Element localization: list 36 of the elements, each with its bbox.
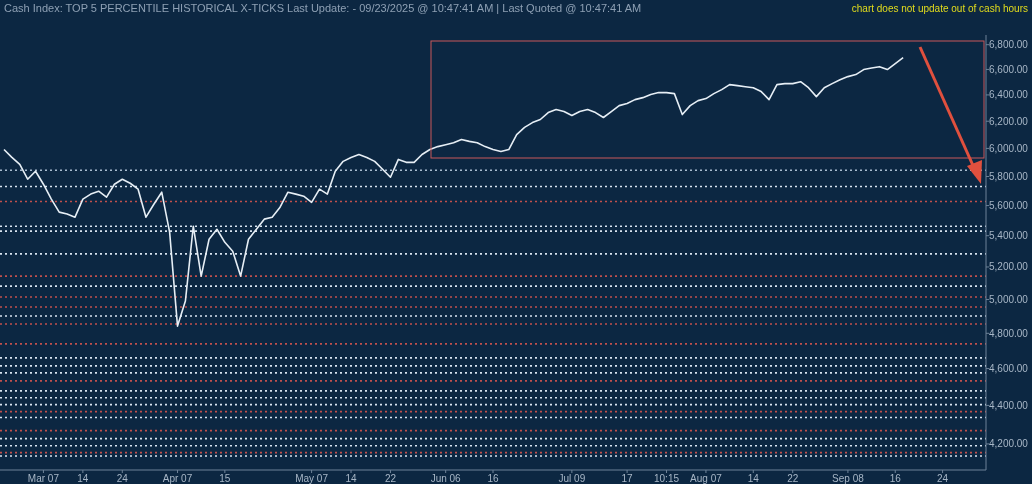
x-tick-label: 14 [345,473,358,484]
y-tick-label: 6,400.00 [989,89,1029,101]
x-tick-label: Jul 09 [558,473,586,484]
y-tick-label: 5,400.00 [989,230,1029,242]
text: chart does not update out of cash hours [851,3,1028,14]
y-tick-label: 4,800.00 [989,327,1029,339]
x-tick-label: 22 [787,473,799,484]
y-tick-label: 5,600.00 [989,200,1029,212]
x-tick-label: Sep 08 [832,473,865,484]
x-tick-label: 16 [487,473,499,484]
line-series [3,56,904,327]
x-tick-label: 14 [747,473,760,484]
y-tick-label: 6,800.00 [989,39,1029,51]
x-tick-label: Aug 07 [690,473,723,484]
y-tick-label: 5,200.00 [989,261,1029,273]
chart-title: Cash Index: TOP 5 PERCENTILE HISTORICAL X-TICKS Last Update: - 09/23/2025 @ 10:47:41 AM | Last Quoted @ 10:47:41 AM [4,2,642,14]
x-tick-label: 24 [937,473,949,484]
y-tick-label: 6,000.00 [989,142,1029,154]
x-tick-label: 16 [889,473,902,484]
y-tick-label: 5,000.00 [989,293,1029,305]
y-tick-label: 4,400.00 [989,399,1029,411]
x-tick-label: 10:15 [654,473,680,484]
x-tick-label: May 07 [295,473,329,484]
x-tick-label: Apr 07 [162,473,193,484]
y-tick-label: 6,600.00 [989,63,1029,75]
x-tick-label: 14 [77,473,89,484]
y-tick-label: 6,200.00 [989,115,1029,127]
x-tick-label: 22 [384,473,397,484]
x-tick-label: 15 [219,473,231,484]
x-tick-label: 17 [621,473,634,484]
y-tick-label: 4,600.00 [989,363,1029,375]
x-tick-label: Jun 06 [430,473,462,484]
y-tick-label: 4,200.00 [989,438,1029,450]
y-tick-label: 5,800.00 [989,170,1029,182]
x-tick-label: Mar 07 [27,473,60,484]
x-tick-label: 24 [116,473,129,484]
